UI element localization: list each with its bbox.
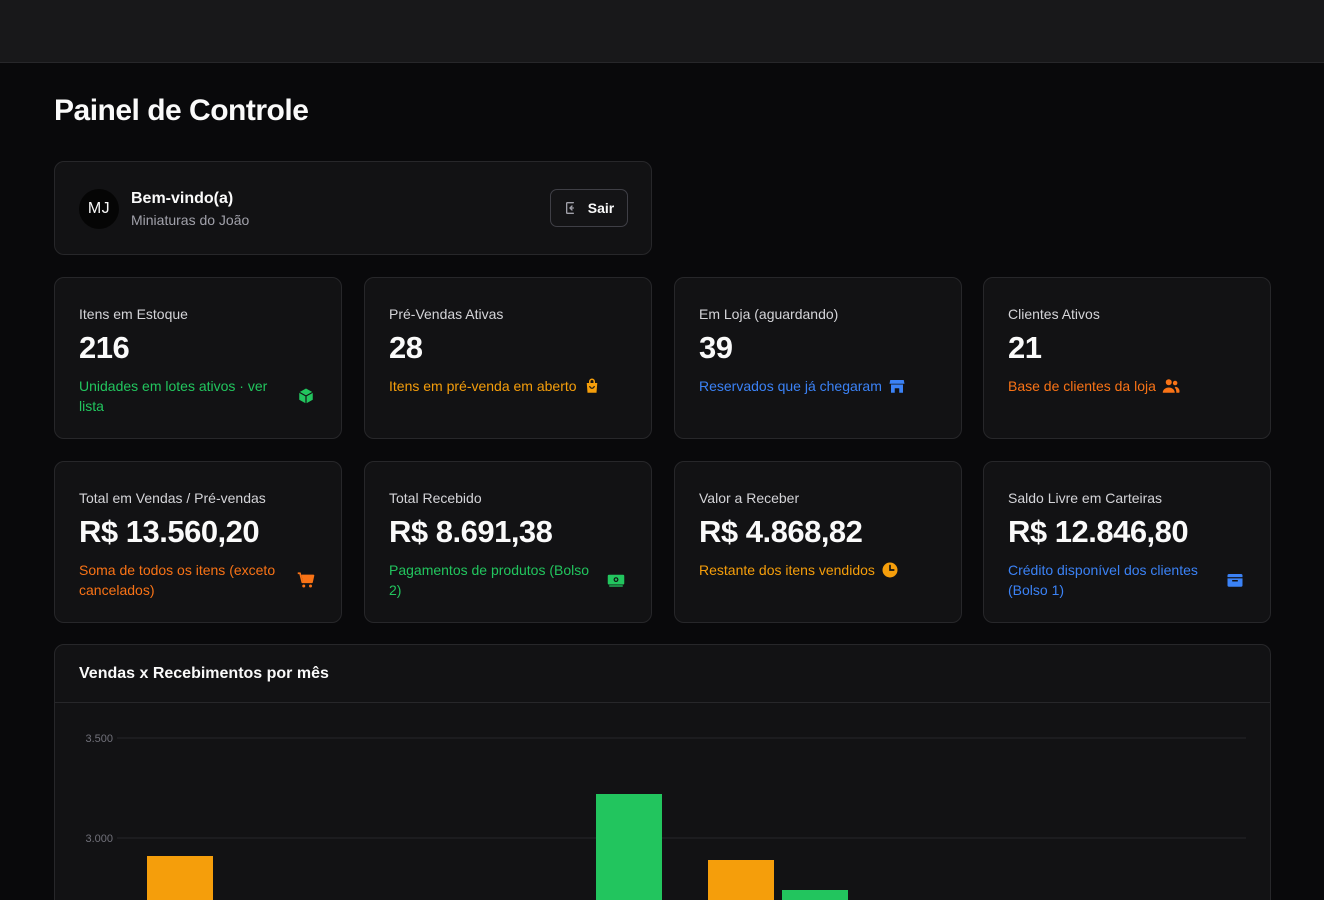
top-bar <box>0 0 1324 63</box>
stat-card-clients[interactable]: Clientes Ativos 21 Base de clientes da l… <box>983 277 1271 439</box>
chart-divider <box>55 702 1270 703</box>
stat-note-text: Unidades em lotes ativos · ver lista <box>79 378 268 414</box>
sales-chart-card: Vendas x Recebimentos por mês 3.500 3.000 <box>54 644 1271 900</box>
stat-note-text: Base de clientes da loja <box>1008 378 1156 394</box>
logout-label: Sair <box>587 200 615 216</box>
stat-value: 39 <box>699 330 733 365</box>
stat-note-text: Pagamentos de produtos (Bolso 2) <box>389 562 590 598</box>
stat-note: Restante dos itens vendidos <box>699 560 899 580</box>
box-icon <box>298 388 314 404</box>
store-name: Miniaturas do João <box>131 212 250 228</box>
stat-card-wallet-balance[interactable]: Saldo Livre em Carteiras R$ 12.846,80 Cr… <box>983 461 1271 623</box>
logout-button[interactable]: Sair <box>550 189 628 227</box>
stat-value: R$ 8.691,38 <box>389 514 553 549</box>
stat-label: Saldo Livre em Carteiras <box>1008 490 1163 506</box>
users-icon <box>1162 379 1180 393</box>
store-icon <box>889 380 905 393</box>
stat-value: R$ 12.846,80 <box>1008 514 1189 549</box>
stat-note-text: Reservados que já chegaram <box>699 378 882 394</box>
welcome-card: MJ Bem-vindo(a) Miniaturas do João Sair <box>54 161 652 255</box>
stat-label: Valor a Receber <box>699 490 800 506</box>
stat-card-receivable[interactable]: Valor a Receber R$ 4.868,82 Restante dos… <box>674 461 962 623</box>
wallet-icon <box>1227 574 1243 587</box>
chart-bar[interactable] <box>147 856 213 900</box>
stat-value: 216 <box>79 330 130 365</box>
welcome-title: Bem-vindo(a) <box>131 190 234 207</box>
stat-value: 21 <box>1008 330 1042 365</box>
stat-card-stock[interactable]: Itens em Estoque 216 Unidades em lotes a… <box>54 277 342 439</box>
stat-card-total-received[interactable]: Total Recebido R$ 8.691,38 Pagamentos de… <box>364 461 652 623</box>
stat-label: Em Loja (aguardando) <box>699 306 839 322</box>
page-title: Painel de Controle <box>54 94 309 127</box>
stat-note-text: Soma de todos os itens (exceto cancelado… <box>79 562 276 598</box>
stat-label: Total em Vendas / Pré-vendas <box>79 490 266 506</box>
chart-title: Vendas x Recebimentos por mês <box>79 665 329 682</box>
stat-note: Base de clientes da loja <box>1008 376 1180 396</box>
stat-card-preorders[interactable]: Pré-Vendas Ativas 28 Itens em pré-venda … <box>364 277 652 439</box>
sales-chart: 3.500 3.000 <box>85 733 1246 900</box>
cart-icon <box>297 572 315 588</box>
stat-note[interactable]: Unidades em lotes ativos · ver lista <box>79 376 319 416</box>
stat-note: Itens em pré-venda em aberto <box>389 376 601 396</box>
money-icon <box>607 574 625 587</box>
stat-label: Itens em Estoque <box>79 306 188 322</box>
stat-note: Crédito disponível dos clientes (Bolso 1… <box>1008 560 1248 600</box>
stat-card-total-sales[interactable]: Total em Vendas / Pré-vendas R$ 13.560,2… <box>54 461 342 623</box>
stat-note-text: Restante dos itens vendidos <box>699 562 875 578</box>
stat-value: R$ 4.868,82 <box>699 514 863 549</box>
y-tick-label: 3.000 <box>85 833 113 845</box>
chart-bar[interactable] <box>708 860 774 900</box>
stat-label: Clientes Ativos <box>1008 306 1100 322</box>
stat-note: Soma de todos os itens (exceto cancelado… <box>79 560 319 600</box>
stat-note: Pagamentos de produtos (Bolso 2) <box>389 560 629 600</box>
shopping-bag-icon <box>586 378 597 393</box>
clock-icon <box>882 562 898 578</box>
chart-bar[interactable] <box>596 794 662 900</box>
avatar: MJ <box>79 189 119 229</box>
stat-note: Reservados que já chegaram <box>699 376 906 396</box>
chart-bar[interactable] <box>782 890 848 900</box>
stat-card-in-store[interactable]: Em Loja (aguardando) 39 Reservados que j… <box>674 277 962 439</box>
logout-icon <box>565 202 574 214</box>
stat-label: Total Recebido <box>389 490 482 506</box>
stat-note-text: Itens em pré-venda em aberto <box>389 378 577 394</box>
stat-value: 28 <box>389 330 423 365</box>
stat-label: Pré-Vendas Ativas <box>389 306 504 322</box>
stat-note-text: Crédito disponível dos clientes (Bolso 1… <box>1008 562 1198 598</box>
y-tick-label: 3.500 <box>85 733 113 745</box>
stat-value: R$ 13.560,20 <box>79 514 260 549</box>
